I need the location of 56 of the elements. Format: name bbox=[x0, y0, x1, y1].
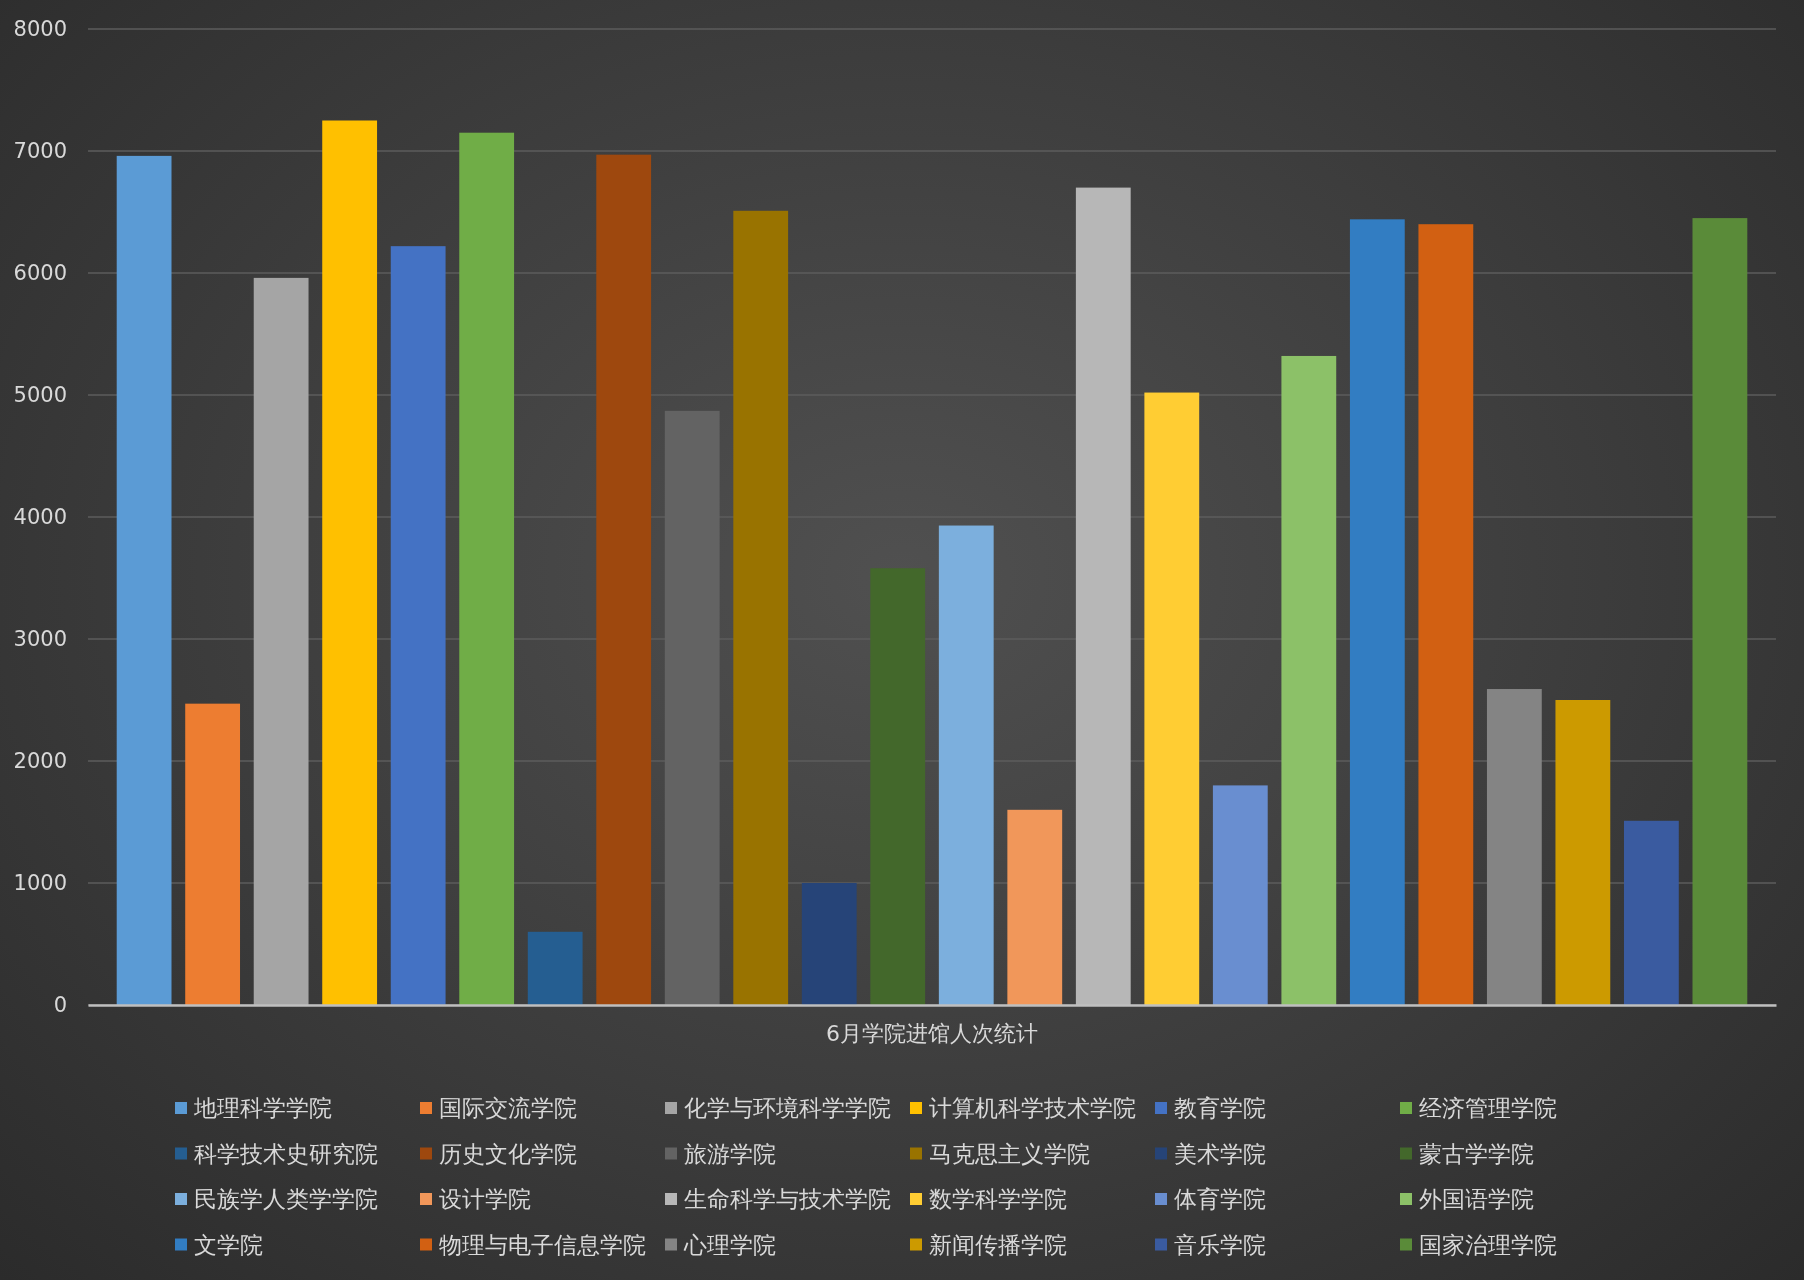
legend-label: 化学与环境科学学院 bbox=[684, 1095, 891, 1122]
y-tick-label: 0 bbox=[53, 993, 67, 1018]
y-tick-label: 5000 bbox=[13, 383, 67, 408]
legend-label: 科学技术史研究院 bbox=[194, 1140, 378, 1167]
bar bbox=[870, 568, 926, 1005]
legend-label: 旅游学院 bbox=[684, 1140, 776, 1167]
bar bbox=[253, 277, 309, 1005]
y-tick-label: 1000 bbox=[13, 871, 67, 896]
bar bbox=[1007, 809, 1063, 1005]
bar bbox=[1212, 785, 1268, 1005]
bar bbox=[116, 155, 172, 1005]
bar bbox=[1144, 392, 1200, 1005]
bar bbox=[938, 525, 994, 1005]
legend-label: 计算机科学技术学院 bbox=[929, 1095, 1136, 1122]
bar bbox=[1486, 689, 1542, 1005]
legend-label: 马克思主义学院 bbox=[929, 1140, 1090, 1167]
legend-label: 历史文化学院 bbox=[439, 1140, 577, 1167]
bar bbox=[801, 883, 857, 1005]
legend-label: 体育学院 bbox=[1174, 1186, 1266, 1213]
legend-label: 国家治理学院 bbox=[1419, 1231, 1557, 1258]
x-tick-label: 6月学院进馆人次统计 bbox=[826, 1020, 1038, 1046]
y-tick-label: 3000 bbox=[13, 627, 67, 652]
legend-label: 美术学院 bbox=[1174, 1140, 1266, 1167]
legend-label: 教育学院 bbox=[1174, 1095, 1266, 1122]
legend-label: 经济管理学院 bbox=[1419, 1095, 1557, 1122]
y-tick-label: 8000 bbox=[13, 17, 67, 42]
bar bbox=[322, 120, 378, 1005]
legend-label: 蒙古学学院 bbox=[1419, 1140, 1534, 1167]
y-tick-label: 7000 bbox=[13, 139, 67, 164]
legend-label: 设计学院 bbox=[439, 1186, 531, 1213]
y-tick-label: 4000 bbox=[13, 505, 67, 530]
legend-label: 物理与电子信息学院 bbox=[439, 1231, 646, 1258]
bar bbox=[1623, 820, 1679, 1005]
y-tick-label: 6000 bbox=[13, 261, 67, 286]
bar bbox=[733, 210, 789, 1005]
bar bbox=[1555, 700, 1611, 1005]
bar bbox=[1349, 219, 1405, 1005]
legend-label: 新闻传播学院 bbox=[929, 1231, 1067, 1258]
bar bbox=[390, 246, 446, 1005]
bar bbox=[1692, 218, 1748, 1005]
bar bbox=[459, 132, 515, 1005]
legend-label: 地理科学学院 bbox=[193, 1095, 332, 1122]
bar bbox=[1281, 355, 1337, 1005]
legend-label: 心理学院 bbox=[683, 1231, 776, 1258]
legend-label: 国际交流学院 bbox=[439, 1095, 577, 1122]
bar bbox=[527, 931, 583, 1005]
legend-label: 音乐学院 bbox=[1174, 1231, 1266, 1258]
bar bbox=[1418, 224, 1474, 1005]
legend-label: 生命科学与技术学院 bbox=[684, 1186, 891, 1213]
bar bbox=[596, 154, 652, 1005]
legend-label: 民族学人类学学院 bbox=[194, 1186, 378, 1213]
legend-label: 外国语学院 bbox=[1419, 1186, 1534, 1213]
legend-label: 数学科学学院 bbox=[929, 1186, 1067, 1213]
legend-label: 文学院 bbox=[194, 1231, 263, 1258]
y-tick-label: 2000 bbox=[13, 749, 67, 774]
bar bbox=[185, 703, 241, 1005]
